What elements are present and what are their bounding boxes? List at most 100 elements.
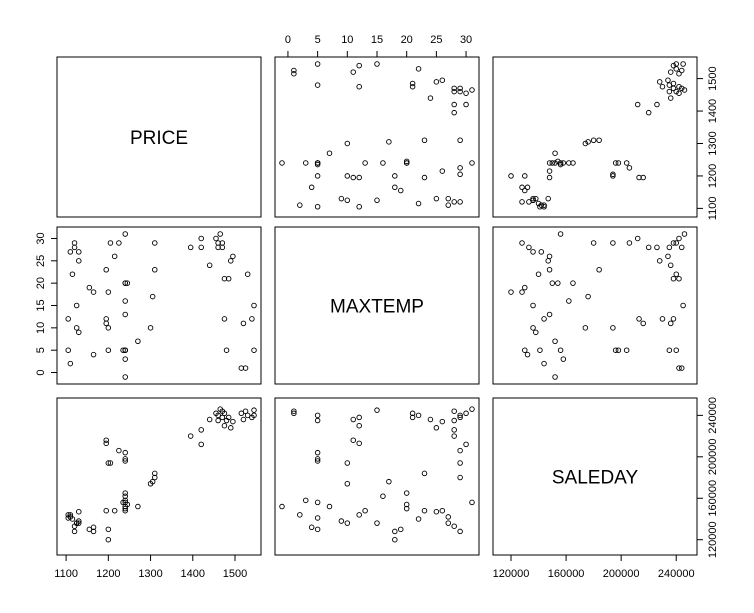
point-price-vs-saleday — [122, 449, 128, 456]
point-price-vs-saleday — [240, 416, 247, 423]
point-maxtemp-vs-price — [451, 199, 457, 205]
point-maxtemp-vs-saleday — [451, 408, 457, 414]
point-saleday-vs-maxtemp — [541, 360, 547, 367]
y-tick-label-maxtemp: 25 — [35, 255, 47, 267]
point-saleday-vs-price — [676, 70, 682, 77]
point-maxtemp-vs-saleday — [457, 474, 463, 481]
point-maxtemp-vs-price — [457, 199, 463, 205]
point-price-vs-maxtemp — [244, 271, 251, 277]
point-maxtemp-vs-price — [457, 88, 463, 95]
point-saleday-vs-maxtemp — [673, 240, 679, 246]
point-maxtemp-vs-saleday — [314, 417, 321, 424]
point-saleday-vs-price — [665, 77, 671, 83]
point-price-vs-saleday — [90, 524, 97, 531]
point-price-vs-saleday — [122, 493, 128, 499]
point-price-vs-saleday — [198, 427, 204, 433]
point-saleday-vs-maxtemp — [623, 347, 630, 353]
point-price-vs-maxtemp — [198, 244, 204, 251]
point-saleday-vs-price — [645, 109, 652, 116]
point-price-vs-saleday — [124, 501, 131, 508]
point-price-vs-saleday — [120, 499, 126, 506]
point-saleday-vs-maxtemp — [676, 365, 682, 371]
y-tick-label-saleday: 200000 — [707, 438, 719, 475]
y-tick-label-price: 1300 — [707, 131, 719, 155]
point-price-vs-saleday — [65, 512, 71, 518]
point-maxtemp-vs-price — [362, 160, 368, 166]
point-price-vs-saleday — [71, 528, 78, 535]
point-saleday-vs-maxtemp — [590, 240, 597, 246]
point-maxtemp-vs-saleday — [439, 507, 446, 514]
point-maxtemp-vs-saleday — [457, 414, 463, 421]
point-price-vs-maxtemp — [206, 262, 213, 269]
point-price-vs-maxtemp — [90, 289, 97, 295]
point-price-vs-maxtemp — [105, 289, 112, 295]
point-maxtemp-vs-saleday — [356, 440, 362, 447]
point-maxtemp-vs-price — [303, 160, 309, 166]
point-price-vs-saleday — [225, 414, 232, 421]
point-saleday-vs-maxtemp — [612, 347, 619, 353]
point-saleday-vs-maxtemp — [552, 374, 558, 380]
y-tick-label-maxtemp: 30 — [35, 232, 47, 244]
point-maxtemp-vs-saleday — [433, 508, 440, 515]
point-maxtemp-vs-saleday — [469, 499, 475, 506]
point-saleday-vs-price — [636, 174, 642, 181]
point-maxtemp-vs-price — [409, 83, 416, 90]
point-maxtemp-vs-saleday — [451, 433, 457, 439]
point-price-vs-maxtemp — [76, 329, 82, 336]
point-saleday-vs-maxtemp — [670, 316, 677, 322]
point-saleday-vs-maxtemp — [582, 325, 589, 331]
point-price-vs-maxtemp — [67, 249, 74, 255]
point-price-vs-saleday — [103, 507, 109, 514]
point-maxtemp-vs-price — [433, 195, 440, 202]
point-saleday-vs-price — [526, 199, 532, 205]
point-maxtemp-vs-price — [415, 66, 422, 72]
point-saleday-vs-price — [626, 165, 633, 171]
point-price-vs-saleday — [147, 481, 154, 487]
point-saleday-vs-price — [590, 137, 597, 143]
point-saleday-vs-price — [535, 200, 542, 207]
point-price-vs-maxtemp — [71, 244, 78, 251]
point-maxtemp-vs-saleday — [291, 408, 297, 414]
point-saleday-vs-maxtemp — [524, 351, 531, 358]
point-maxtemp-vs-saleday — [451, 427, 457, 433]
x-tick-label-saleday: 200000 — [603, 568, 640, 580]
panel-saleday-vs-maxtemp — [492, 226, 698, 385]
point-maxtemp-vs-price — [374, 197, 380, 204]
point-price-vs-maxtemp — [103, 320, 109, 327]
point-saleday-vs-maxtemp — [522, 284, 528, 291]
point-maxtemp-vs-price — [291, 70, 297, 77]
point-price-vs-saleday — [152, 474, 158, 481]
point-maxtemp-vs-saleday — [392, 528, 398, 535]
x-tick-label-maxtemp: 0 — [285, 34, 291, 46]
point-price-vs-saleday — [135, 503, 141, 510]
point-saleday-vs-price — [522, 173, 528, 179]
point-saleday-vs-price — [615, 160, 622, 166]
point-price-vs-saleday — [111, 507, 118, 514]
panel-price-vs-maxtemp — [56, 226, 262, 385]
point-saleday-vs-price — [678, 67, 685, 74]
point-maxtemp-vs-price — [297, 202, 303, 208]
point-price-vs-saleday — [76, 520, 82, 526]
point-price-vs-saleday — [107, 460, 114, 466]
variable-name-maxtemp: MAXTEMP — [330, 297, 424, 318]
point-price-vs-saleday — [86, 526, 93, 533]
point-saleday-vs-price — [519, 199, 525, 205]
point-price-vs-saleday — [219, 414, 226, 421]
point-maxtemp-vs-price — [451, 109, 457, 116]
x-tick-label-price: 1400 — [181, 568, 205, 580]
x-tick-label-maxtemp: 10 — [341, 34, 353, 46]
point-saleday-vs-price — [541, 202, 547, 208]
point-saleday-vs-price — [678, 85, 685, 92]
point-saleday-vs-maxtemp — [596, 267, 602, 273]
x-tick-label-maxtemp: 20 — [401, 34, 413, 46]
point-saleday-vs-maxtemp — [676, 275, 682, 282]
point-price-vs-saleday — [105, 526, 112, 533]
point-maxtemp-vs-price — [415, 200, 422, 207]
point-maxtemp-vs-price — [374, 61, 380, 67]
point-saleday-vs-price — [596, 137, 602, 143]
point-saleday-vs-maxtemp — [557, 347, 564, 353]
point-maxtemp-vs-saleday — [350, 437, 357, 443]
point-maxtemp-vs-saleday — [463, 441, 469, 448]
point-saleday-vs-price — [670, 85, 677, 92]
point-price-vs-maxtemp — [225, 275, 232, 282]
